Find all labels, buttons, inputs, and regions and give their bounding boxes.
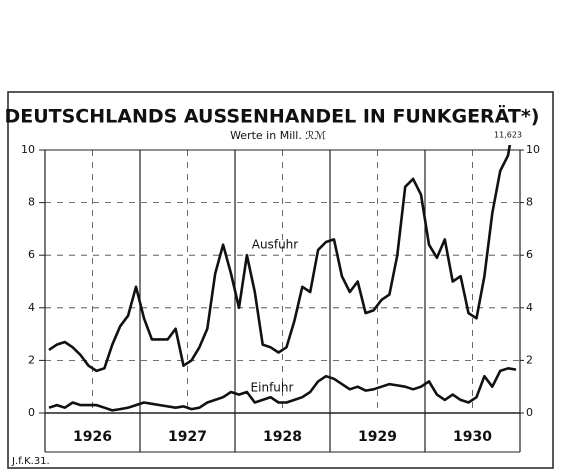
x-tick-label: 1926 [73, 429, 112, 445]
y-tick-label: 8 [28, 196, 35, 209]
annotation: 11,623 [494, 131, 522, 140]
x-tick-label: 1927 [168, 429, 207, 445]
x-tick-label: 1929 [358, 429, 397, 445]
y-tick-label: 10 [21, 143, 35, 156]
y-tick-label: 4 [28, 301, 35, 314]
x-tick-label: 1928 [263, 429, 302, 445]
y-tick-label: 0 [28, 406, 35, 419]
series-label: Einfuhr [251, 381, 294, 395]
y-tick-label: 6 [28, 248, 35, 261]
frame [7, 91, 554, 469]
y2-tick-label: 0 [526, 406, 533, 419]
data-line [48, 367, 517, 412]
series-label: Ausfuhr [252, 238, 299, 252]
y-tick-label: 2 [28, 353, 35, 366]
chart-subtitle: Werte in Mill. ℛℳ [230, 129, 326, 142]
data-line [48, 145, 512, 373]
chart-title: DEUTSCHLANDS AUSSENHANDEL IN FUNKGERÄT*) [4, 104, 539, 128]
y2-tick-label: 2 [526, 353, 533, 366]
y2-tick-label: 6 [526, 248, 533, 261]
footer: J.f.K.31. [11, 456, 50, 467]
y2-tick-label: 10 [526, 143, 540, 156]
y2-tick-label: 4 [526, 301, 533, 314]
x-tick-label: 1930 [453, 429, 492, 445]
y2-tick-label: 8 [526, 196, 533, 209]
